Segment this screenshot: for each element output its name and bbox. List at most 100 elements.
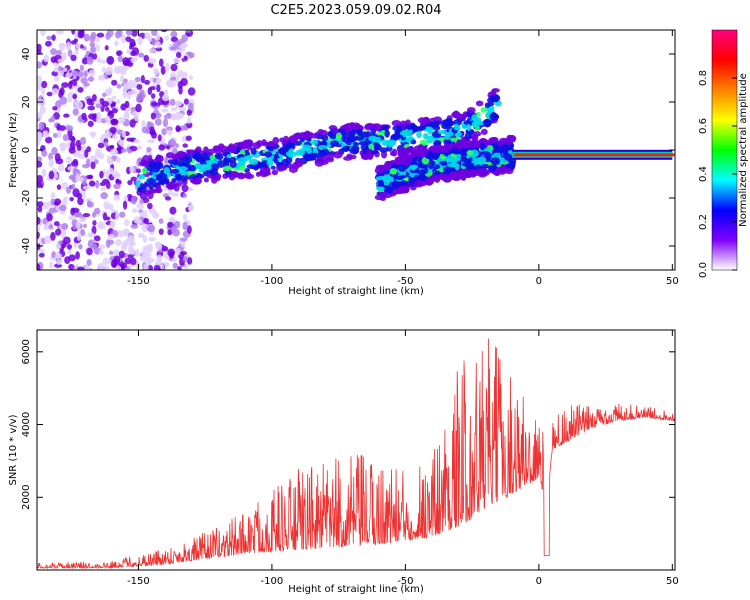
trace-blob	[437, 173, 448, 179]
trace-blob	[344, 122, 354, 131]
noise-blob	[187, 87, 196, 96]
trace-blob	[209, 168, 219, 176]
noise-blob	[113, 194, 121, 201]
noise-blob	[76, 233, 82, 241]
noise-blob	[42, 130, 50, 139]
noise-blob	[45, 40, 52, 47]
noise-blob	[148, 47, 157, 54]
noise-blob	[148, 57, 157, 64]
noise-blob	[186, 109, 192, 116]
noise-blob	[125, 36, 132, 42]
noise-blob	[69, 141, 76, 150]
noise-blob	[142, 246, 148, 251]
spectrogram-marks	[37, 30, 675, 270]
trace-blob	[195, 164, 203, 170]
trace-blob	[405, 156, 413, 163]
noise-blob	[150, 93, 156, 99]
trace-blob	[460, 154, 467, 162]
trace-blob	[295, 149, 304, 156]
trace-blob	[170, 168, 180, 174]
noise-blob	[82, 223, 87, 229]
noise-blob	[175, 126, 182, 132]
noise-blob	[50, 192, 56, 200]
noise-blob	[121, 262, 128, 269]
noise-blob	[125, 30, 133, 36]
trace-blob	[180, 151, 186, 159]
trace-blob	[377, 180, 385, 187]
noise-blob	[148, 237, 157, 242]
noise-blob	[169, 46, 177, 51]
noise-blob	[156, 84, 161, 93]
trace-blob	[398, 185, 407, 191]
noise-blob	[127, 79, 136, 87]
noise-blob	[131, 208, 138, 213]
noise-blob	[108, 203, 114, 212]
trace-blob	[398, 164, 407, 172]
noise-blob	[86, 146, 91, 153]
noise-blob	[143, 54, 150, 62]
noise-blob	[150, 112, 157, 120]
noise-blob	[147, 202, 153, 210]
noise-blob	[141, 120, 146, 128]
noise-blob	[46, 35, 53, 41]
noise-blob	[141, 197, 150, 204]
noise-blob	[65, 156, 72, 165]
noise-blob	[37, 216, 41, 226]
trace-blob	[309, 133, 319, 139]
noise-blob	[158, 228, 164, 235]
noise-blob	[50, 231, 56, 241]
noise-blob	[106, 155, 112, 165]
noise-blob	[95, 36, 101, 43]
trace-blob	[445, 174, 452, 181]
trace-blob	[397, 126, 403, 131]
noise-blob	[56, 184, 62, 190]
trace-blob	[278, 165, 288, 170]
spectrogram-x-tick-label: -50	[397, 276, 413, 287]
noise-blob	[46, 213, 53, 222]
noise-blob	[45, 136, 53, 144]
noise-blob	[51, 88, 60, 95]
noise-blob	[180, 237, 188, 242]
noise-blob	[116, 50, 122, 57]
noise-blob	[88, 113, 97, 120]
noise-blob	[129, 165, 135, 173]
snr-background	[37, 330, 675, 570]
noise-blob	[75, 42, 81, 49]
noise-blob	[63, 113, 70, 118]
noise-blob	[124, 100, 130, 109]
trace-blob	[230, 144, 238, 153]
trace-blob	[213, 146, 223, 154]
noise-blob	[56, 123, 61, 131]
noise-blob	[85, 198, 93, 203]
noise-blob	[49, 261, 54, 269]
noise-blob	[154, 241, 161, 249]
noise-blob	[170, 76, 177, 81]
noise-blob	[187, 102, 194, 111]
noise-blob	[43, 54, 50, 63]
noise-blob	[112, 133, 118, 140]
trace-blob	[250, 147, 257, 155]
trace-blob	[311, 139, 318, 146]
noise-blob	[188, 204, 194, 212]
noise-blob	[65, 41, 72, 51]
noise-blob	[182, 213, 188, 221]
noise-blob	[169, 98, 176, 106]
trace-blob	[366, 149, 372, 156]
trace-blob	[284, 143, 292, 150]
noise-blob	[90, 132, 96, 138]
noise-blob	[44, 235, 52, 244]
noise-blob	[157, 134, 162, 142]
noise-blob	[65, 125, 74, 132]
spectrogram-y-tick-label: 40	[21, 48, 32, 61]
trace-blob	[444, 119, 455, 127]
noise-blob	[90, 161, 96, 170]
noise-blob	[92, 220, 97, 226]
noise-blob	[105, 66, 114, 76]
noise-blob	[182, 193, 188, 198]
noise-blob	[37, 180, 42, 189]
trace-blob	[437, 129, 448, 135]
spectrogram-x-axis-label: Height of straight line (km)	[288, 286, 424, 297]
trace-blob	[333, 151, 343, 159]
noise-blob	[65, 72, 72, 79]
trace-blob	[245, 154, 252, 161]
